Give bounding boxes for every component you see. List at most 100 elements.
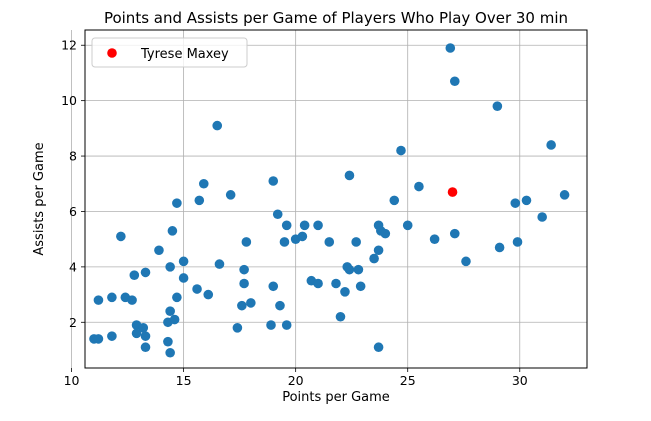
data-point: [414, 181, 424, 192]
data-point: [203, 289, 214, 300]
data-point: [492, 101, 503, 111]
data-point: [163, 336, 173, 347]
data-point: [241, 237, 252, 247]
data-point: [239, 264, 249, 275]
highlight-point: [447, 187, 458, 197]
data-point: [237, 300, 247, 311]
data-point: [324, 237, 335, 247]
data-point: [140, 331, 151, 341]
x-tick-label: 30: [512, 373, 528, 388]
data-point: [225, 190, 236, 200]
legend-box: [91, 37, 248, 68]
data-point: [165, 347, 175, 358]
data-point: [194, 195, 205, 206]
data-point: [272, 209, 283, 220]
data-point: [169, 314, 180, 325]
data-point: [297, 231, 308, 242]
data-point: [512, 237, 523, 247]
data-point: [494, 242, 505, 253]
data-point: [116, 231, 126, 242]
y-tick-label: 10: [61, 93, 77, 108]
x-tick-label: 20: [288, 373, 304, 388]
data-point: [198, 178, 209, 189]
axis-ticks: 10 15 20 25 30 2 4 6 8 10 12: [61, 38, 528, 388]
data-point: [353, 264, 364, 275]
x-axis-label: Points per Game: [282, 390, 390, 405]
plot-frame: [84, 29, 588, 369]
data-point: [275, 300, 285, 311]
data-point: [369, 253, 379, 264]
data-point: [313, 220, 323, 231]
data-point: [172, 198, 182, 208]
data-point: [373, 245, 384, 256]
data-point: [396, 145, 406, 156]
data-point: [281, 320, 292, 330]
data-point: [266, 320, 276, 330]
x-tick-label: 15: [176, 373, 192, 388]
data-point: [313, 278, 323, 289]
data-point: [93, 295, 104, 305]
data-point: [212, 120, 223, 131]
legend: Tyrese Maxey: [91, 37, 248, 68]
grid: [71, 30, 587, 368]
data-point: [140, 267, 151, 278]
data-point: [167, 226, 178, 236]
data-point: [335, 311, 346, 322]
y-tick-label: 6: [69, 204, 77, 219]
data-point: [449, 76, 460, 87]
data-point: [340, 287, 350, 297]
data-point: [192, 284, 202, 294]
data-point: [154, 245, 164, 256]
data-point: [140, 342, 151, 353]
data-point: [546, 140, 556, 150]
data-point: [107, 331, 117, 341]
data-point: [373, 342, 384, 353]
data-point: [521, 195, 532, 206]
data-point: [389, 195, 400, 206]
data-point: [165, 306, 175, 317]
data-point: [461, 256, 471, 267]
data-point: [299, 220, 310, 231]
y-tick-label: 4: [69, 259, 77, 274]
data-point: [178, 256, 189, 267]
data-point: [510, 198, 521, 208]
data-point: [127, 295, 137, 305]
y-tick-label: 12: [61, 38, 77, 53]
data-point: [239, 278, 249, 289]
data-point: [559, 190, 570, 200]
legend-label: Tyrese Maxey: [140, 47, 229, 62]
data-point: [138, 323, 149, 333]
data-point: [93, 334, 104, 344]
data-point: [246, 298, 256, 308]
y-tick-label: 2: [69, 315, 77, 330]
data-point: [178, 273, 189, 283]
data-point: [172, 292, 182, 303]
data-point: [281, 220, 292, 231]
data-point: [279, 237, 290, 247]
data-point: [351, 237, 361, 247]
data-point: [429, 234, 440, 244]
data-point: [380, 228, 391, 239]
data-point: [214, 259, 225, 269]
legend-marker: [107, 48, 117, 58]
y-tick-label: 8: [69, 149, 77, 164]
x-tick-label: 25: [400, 373, 416, 388]
data-points: [89, 43, 570, 358]
data-point: [344, 264, 355, 275]
data-point: [165, 262, 175, 272]
data-point: [449, 228, 460, 239]
data-point: [537, 212, 547, 222]
data-point: [232, 323, 243, 333]
data-point: [107, 292, 117, 303]
x-tick-label: 10: [64, 373, 80, 388]
data-point: [402, 220, 413, 231]
chart-title: Points and Assists per Game of Players W…: [104, 9, 568, 27]
data-point: [268, 281, 279, 292]
data-point: [331, 278, 341, 289]
data-point: [344, 170, 355, 181]
data-point: [131, 328, 142, 339]
y-axis-label: Assists per Game: [32, 142, 47, 255]
data-point: [129, 270, 140, 280]
data-point: [355, 281, 366, 292]
